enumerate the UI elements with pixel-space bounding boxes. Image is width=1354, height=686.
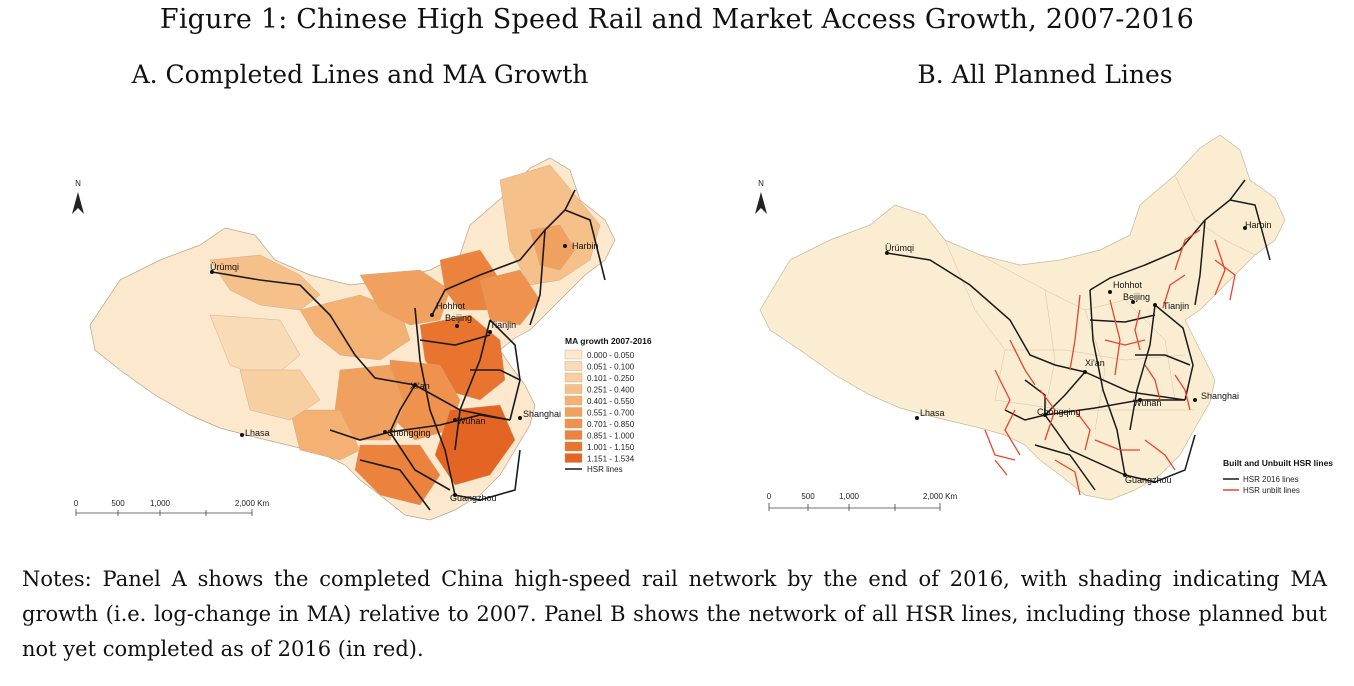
legend-label: 0.051 - 0.100 xyxy=(587,363,635,372)
panel-b-map: N xyxy=(755,134,1333,511)
legend-label: 0.851 - 1.000 xyxy=(587,432,635,441)
legend-label: 0.101 - 0.250 xyxy=(587,374,635,383)
legend-label: 0.701 - 0.850 xyxy=(587,420,635,429)
city-shanghai: Shanghai xyxy=(1201,391,1239,401)
city-harbin: Harbin xyxy=(1245,220,1272,230)
svg-text:500: 500 xyxy=(801,492,815,501)
legend-label: 0.000 - 0.050 xyxy=(587,351,635,360)
legend-label: HSR unbilt lines xyxy=(1243,486,1300,495)
legend-label: 1.151 - 1.534 xyxy=(587,455,635,464)
figure-title: Figure 1: Chinese High Speed Rail and Ma… xyxy=(159,4,1195,35)
city-labels: Ürümqi Hohhot Beijing Tianjin Harbin Xi'… xyxy=(885,220,1272,485)
legend-swatch xyxy=(564,407,583,417)
city-guangzhou: Guangzhou xyxy=(1125,475,1172,485)
legend-swatch xyxy=(564,430,583,440)
svg-text:2,000 Km: 2,000 Km xyxy=(235,499,270,508)
city-lhasa: Lhasa xyxy=(245,428,270,438)
city-chongqing: Chongqing xyxy=(387,428,431,438)
city-harbin: Harbin xyxy=(572,241,599,251)
legend-label: 0.401 - 0.550 xyxy=(587,397,635,406)
city-beijing: Beijing xyxy=(1123,292,1150,302)
legend-a: MA growth 2007-2016 0.000 - 0.050 0.051 -… xyxy=(564,336,652,474)
svg-text:2,000 Km: 2,000 Km xyxy=(923,492,958,501)
svg-text:1,000: 1,000 xyxy=(839,492,860,501)
legend-swatch xyxy=(564,418,583,429)
legend-swatch xyxy=(564,372,583,383)
hsr-lines xyxy=(211,189,606,511)
legend-swatch xyxy=(564,384,583,394)
svg-text:500: 500 xyxy=(111,499,125,508)
city-hohhot: Hohhot xyxy=(1113,280,1143,290)
panel-a-title: A. Completed Lines and MA Growth xyxy=(131,60,589,89)
scale-bar: 0 500 1,000 2,000 Km xyxy=(74,499,270,516)
legend-swatch xyxy=(564,361,583,371)
legend-title: Built and Unbuilt HSR lines xyxy=(1223,458,1333,468)
city-hohhot: Hohhot xyxy=(436,301,466,311)
city-chongqing: Chongqing xyxy=(1037,407,1081,417)
svg-text:1,000: 1,000 xyxy=(150,499,171,508)
legend-label: 0.551 - 0.700 xyxy=(587,409,635,418)
city-xian: Xi'an xyxy=(1085,358,1105,368)
city-labels: Ürümqi Hohhot Beijing Tianjin Harbin Xi'… xyxy=(210,241,599,503)
svg-text:0: 0 xyxy=(767,492,772,501)
china-outline xyxy=(759,134,1286,501)
north-label: N xyxy=(758,179,764,188)
legend-swatch xyxy=(564,349,583,360)
north-arrow-icon: N xyxy=(755,179,767,214)
legend-hsr-label: HSR lines xyxy=(587,465,623,474)
city-tianjin: Tianjin xyxy=(1163,301,1189,311)
hsr-unbuilt-lines xyxy=(984,229,1236,496)
svg-text:0: 0 xyxy=(74,499,79,508)
north-arrow-icon: N xyxy=(72,179,84,214)
panel-b-title: B. All Planned Lines xyxy=(917,60,1173,89)
city-shanghai: Shanghai xyxy=(523,409,561,419)
legend-swatch xyxy=(564,453,583,463)
city-urumqi: Ürümqi xyxy=(210,262,239,272)
hsr-built-lines xyxy=(886,179,1271,491)
legend-label: HSR 2016 lines xyxy=(1243,475,1299,484)
city-tianjin: Tianjin xyxy=(490,320,516,330)
city-lhasa: Lhasa xyxy=(920,408,945,418)
legend-label: 0.251 - 0.400 xyxy=(587,386,635,395)
north-label: N xyxy=(75,179,81,188)
legend-swatch xyxy=(564,395,583,406)
scale-bar: 0 500 1,000 2,000 Km xyxy=(767,492,958,511)
legend-b: Built and Unbuilt HSR lines HSR 2016 lin… xyxy=(1223,458,1333,495)
city-wuhan: Wuhan xyxy=(457,416,485,426)
figure-notes: Notes: Panel A shows the completed China… xyxy=(22,567,1327,661)
city-urumqi: Ürümqi xyxy=(885,243,914,253)
city-wuhan: Wuhan xyxy=(1133,398,1161,408)
city-beijing: Beijing xyxy=(445,313,472,323)
city-xian: Xi'an xyxy=(410,381,430,391)
legend-label: 1.001 - 1.150 xyxy=(587,443,635,452)
city-guangzhou: Guangzhou xyxy=(450,493,497,503)
panel-a-map: N xyxy=(72,157,652,521)
legend-swatch xyxy=(564,441,583,452)
legend-title: MA growth 2007-2016 xyxy=(565,336,652,346)
